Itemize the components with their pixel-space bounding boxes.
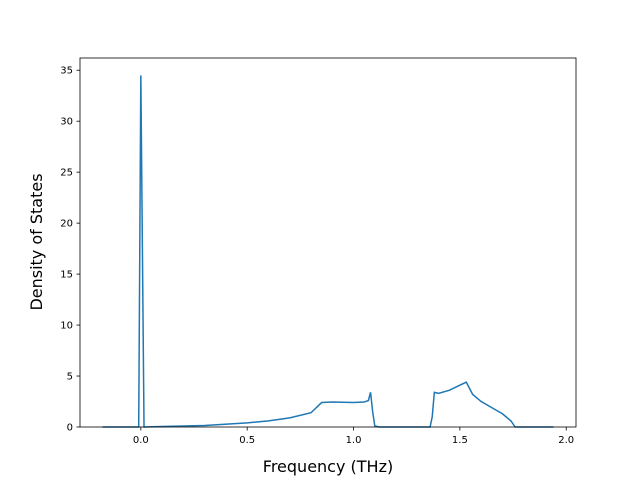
y-tick-label: 5 xyxy=(67,372,73,383)
x-tick-label: 2.0 xyxy=(558,435,574,446)
y-axis-label: Density of States xyxy=(27,173,46,310)
y-tick-label: 20 xyxy=(60,219,73,230)
x-tick-label: 1.5 xyxy=(452,435,468,446)
plot-frame xyxy=(79,57,577,428)
y-tick-label: 30 xyxy=(60,117,73,128)
x-tick-label: 1.0 xyxy=(346,435,362,446)
x-tick-label: 0.5 xyxy=(239,435,255,446)
line xyxy=(102,75,554,428)
x-tick-label: 0.0 xyxy=(133,435,149,446)
x-axis-label: Frequency (THz) xyxy=(263,457,393,476)
y-tick-label: 10 xyxy=(60,321,73,332)
y-tick-label: 25 xyxy=(60,168,73,179)
y-tick-label: 35 xyxy=(60,66,73,77)
y-tick-label: 0 xyxy=(67,423,73,434)
y-tick-label: 15 xyxy=(60,270,73,281)
